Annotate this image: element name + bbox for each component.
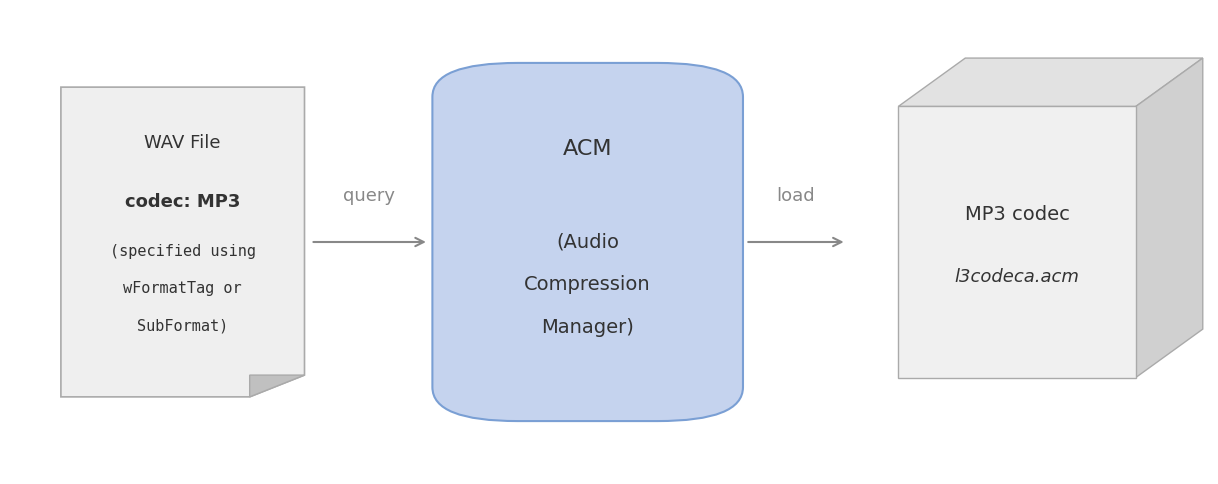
Text: l3codeca.acm: l3codeca.acm xyxy=(955,268,1079,286)
Text: wFormatTag or: wFormatTag or xyxy=(123,281,242,296)
Text: codec: MP3: codec: MP3 xyxy=(125,193,240,211)
Text: WAV File: WAV File xyxy=(145,134,220,152)
Text: query: query xyxy=(343,187,395,205)
FancyBboxPatch shape xyxy=(432,63,743,421)
Polygon shape xyxy=(61,87,304,397)
Polygon shape xyxy=(250,375,304,397)
Text: (Audio: (Audio xyxy=(557,232,619,252)
Text: Compression: Compression xyxy=(525,275,650,294)
Bar xyxy=(898,106,1135,378)
Text: (specified using: (specified using xyxy=(110,244,256,259)
Polygon shape xyxy=(1135,58,1203,378)
Text: ACM: ACM xyxy=(563,139,613,159)
Text: SubFormat): SubFormat) xyxy=(138,318,228,333)
Text: MP3 codec: MP3 codec xyxy=(965,205,1069,225)
Polygon shape xyxy=(898,58,1203,106)
Text: load: load xyxy=(776,187,815,205)
Text: Manager): Manager) xyxy=(541,318,635,337)
